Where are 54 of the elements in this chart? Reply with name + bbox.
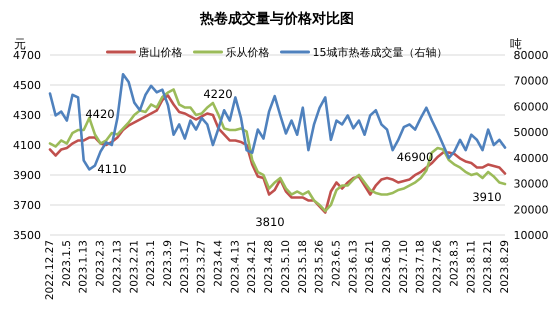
y2-tick-label: 30000 — [514, 178, 548, 191]
x-tick-label: 2023.5.18 — [296, 240, 309, 294]
y-tick-label: 4700 — [13, 49, 41, 62]
annotation: 4420 — [85, 107, 115, 121]
y-tick-label: 3700 — [13, 199, 41, 212]
x-tick-label: 2023.6.13 — [347, 240, 360, 294]
y-tick-label: 4100 — [13, 139, 41, 152]
x-tick-label: 2023.1.5 — [60, 240, 73, 287]
y2-tick-label: 60000 — [514, 100, 548, 114]
annotation: 3810 — [255, 215, 285, 229]
y2-tick-label: 70000 — [514, 74, 548, 88]
x-tick-label: 2023.8.21 — [482, 240, 494, 294]
annotation: 4220 — [203, 87, 233, 101]
legend-label: 15城市热卷成交量（右轴） — [312, 46, 448, 59]
x-tick-label: 2023.2.21 — [128, 240, 140, 294]
x-tick-label: 2023.3.17 — [178, 240, 191, 294]
x-tick-label: 2023.3.9 — [162, 240, 174, 287]
x-tick-label: 2023.4.21 — [246, 240, 258, 294]
x-tick-label: 2023.7.18 — [414, 240, 427, 294]
x-tick-label: 2023.6.5 — [330, 240, 342, 287]
x-tick-label: 2022.12.27 — [44, 240, 56, 300]
y-tick-label: 4500 — [13, 79, 41, 92]
x-tick-label: 2023.2.3 — [94, 240, 107, 287]
x-tick-label: 2023.5.10 — [280, 240, 292, 294]
y-axis-title: 元 — [14, 37, 26, 51]
annotation: 4110 — [97, 162, 127, 176]
x-tick-label: 2023.4.28 — [263, 240, 276, 294]
y-tick-label: 3500 — [13, 229, 41, 242]
x-tick-label: 2023.5.26 — [314, 240, 326, 294]
y-tick-label: 4300 — [13, 109, 41, 122]
x-tick-label: 2023.1.13 — [78, 240, 90, 294]
annotation: 3910 — [472, 190, 502, 204]
y2-tick-label: 10000 — [514, 229, 548, 242]
y2-tick-label: 40000 — [514, 152, 548, 165]
y-tick-label: 3900 — [13, 169, 41, 182]
x-tick-label: 2023.8.3 — [448, 240, 460, 287]
x-tick-label: 2023.2.13 — [111, 240, 124, 294]
legend-label: 唐山价格 — [138, 46, 182, 59]
x-tick-label: 2023.7.10 — [398, 240, 410, 294]
x-tick-label: 2023.7.26 — [432, 240, 444, 294]
x-tick-label: 2023.6.21 — [364, 240, 376, 294]
chart-title: 热卷成交量与价格对比图 — [199, 10, 354, 27]
x-tick-label: 2023.3.27 — [196, 240, 208, 294]
x-tick-label: 2023.3.1 — [145, 240, 158, 287]
y2-tick-label: 20000 — [514, 203, 548, 216]
y2-tick-label: 50000 — [514, 126, 548, 140]
y2-tick-label: 80000 — [514, 49, 548, 62]
x-tick-label: 2023.8.29 — [499, 240, 511, 294]
x-tick-label: 2023.6.30 — [381, 240, 394, 294]
x-tick-label: 2023.8.11 — [465, 240, 478, 294]
y2-axis-title: 吨 — [510, 37, 522, 51]
legend-label: 乐从价格 — [226, 46, 270, 59]
x-tick-label: 2023.4.4 — [212, 240, 225, 287]
x-tick-label: 2023.4.13 — [229, 240, 242, 294]
